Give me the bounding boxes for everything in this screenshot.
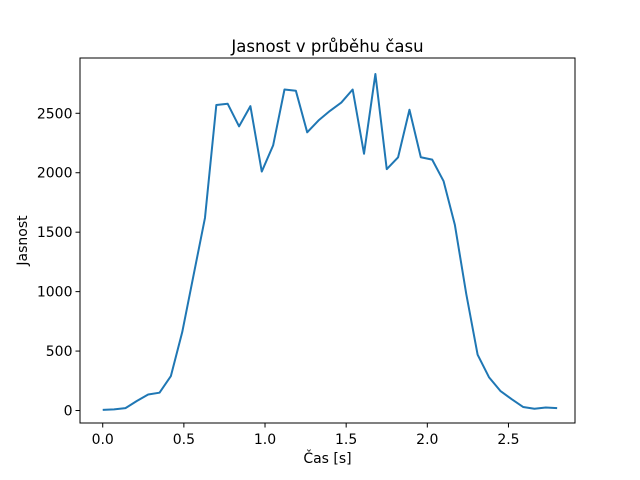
y-tick-label: 2000 <box>37 166 73 182</box>
y-tick-label: 2500 <box>37 106 73 122</box>
x-tick-label: 0.5 <box>173 432 195 448</box>
y-axis-ticks: 0 500 1000 1500 2000 2500 <box>37 106 80 420</box>
x-axis-label: Čas [s] <box>303 449 351 467</box>
y-tick-label: 1000 <box>37 285 73 301</box>
x-axis-ticks: 0.0 0.5 1.0 1.5 2.0 2.5 <box>92 423 520 448</box>
x-tick-label: 1.0 <box>254 432 276 448</box>
chart-title: Jasnost v průběhu času <box>230 37 423 56</box>
brightness-series-line <box>102 73 558 411</box>
y-axis-label: Jasnost <box>15 215 31 267</box>
y-tick-label: 0 <box>64 404 73 420</box>
x-tick-label: 2.5 <box>497 432 519 448</box>
y-tick-label: 500 <box>46 344 73 360</box>
plot-area-frame <box>79 57 576 424</box>
x-tick-label: 1.5 <box>335 432 357 448</box>
x-tick-label: 0.0 <box>92 432 114 448</box>
y-tick-label: 1500 <box>37 225 73 241</box>
x-tick-label: 2.0 <box>416 432 438 448</box>
